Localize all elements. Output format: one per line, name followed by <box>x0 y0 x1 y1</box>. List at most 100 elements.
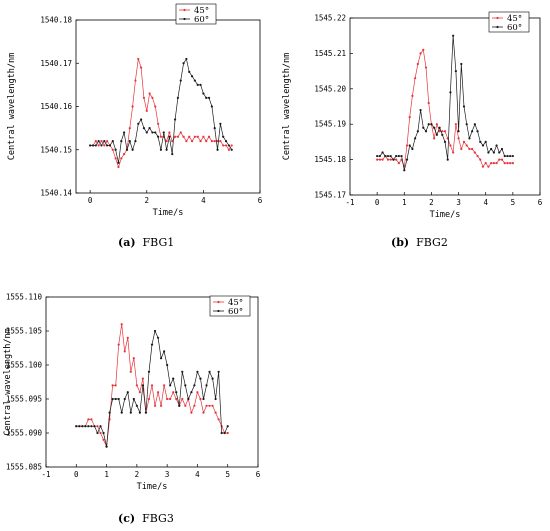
data-point <box>414 137 417 140</box>
data-point <box>389 154 392 158</box>
data-point <box>178 404 181 407</box>
data-point <box>386 154 390 158</box>
data-point <box>172 391 175 394</box>
x-tick-label: 2 <box>429 198 434 207</box>
y-tick-label: 1555.095 <box>6 395 42 404</box>
data-point <box>490 147 493 151</box>
y-tick-label: 1545.19 <box>314 120 346 129</box>
data-point <box>462 140 466 143</box>
x-tick-label: 0 <box>375 198 380 207</box>
data-point <box>216 148 219 151</box>
data-point <box>211 377 214 380</box>
data-point <box>156 336 160 339</box>
data-point <box>90 425 93 428</box>
data-point <box>159 135 163 138</box>
x-tick-label: 6 <box>256 470 261 479</box>
data-point <box>196 370 199 373</box>
data-point <box>145 131 148 134</box>
data-point <box>460 62 463 66</box>
data-point <box>476 130 479 133</box>
data-point <box>441 133 444 136</box>
data-point <box>175 397 178 401</box>
data-point <box>471 147 474 151</box>
series-line-0 <box>90 58 232 169</box>
data-point <box>120 411 123 414</box>
data-point <box>492 151 495 154</box>
data-point <box>217 418 220 421</box>
data-point <box>395 154 398 158</box>
data-point <box>193 79 196 82</box>
data-point <box>145 109 148 112</box>
data-point <box>495 162 498 165</box>
data-point <box>503 162 506 165</box>
data-point <box>384 154 387 158</box>
caption-fbg3-text: FBG3 <box>142 512 174 525</box>
data-point <box>190 411 193 414</box>
data-point <box>446 158 449 161</box>
y-tick-label: 1540.17 <box>40 59 72 68</box>
data-point <box>99 431 102 435</box>
legend-marker-0 <box>183 8 186 12</box>
data-point <box>100 140 103 143</box>
x-axis-title: Time/s <box>430 210 461 220</box>
data-point <box>219 140 222 143</box>
data-point <box>128 140 131 143</box>
data-point <box>484 140 487 143</box>
data-point <box>214 397 217 401</box>
data-point <box>135 404 138 407</box>
data-point <box>509 162 512 165</box>
y-tick-label: 1555.110 <box>6 293 43 302</box>
data-point <box>181 370 184 373</box>
legend-label-1: 60° <box>228 307 243 317</box>
data-point <box>153 404 157 407</box>
data-point <box>481 144 485 147</box>
data-point <box>126 336 129 339</box>
data-point <box>441 130 444 133</box>
data-point <box>140 118 143 121</box>
data-point <box>97 144 100 147</box>
data-point <box>159 357 163 360</box>
data-point <box>226 425 229 428</box>
data-point <box>138 411 141 414</box>
data-point <box>105 445 108 448</box>
data-point <box>222 144 225 147</box>
data-point <box>111 384 114 387</box>
y-tick-label: 1540.15 <box>40 145 72 154</box>
data-point <box>196 83 199 86</box>
legend-marker-0 <box>496 16 499 20</box>
data-point <box>78 425 81 428</box>
fbg1-chart: 0 2 4 6 1540.14 1540.15 1540.16 1540.17 1540.18 T… <box>7 3 263 218</box>
y-tick-label: 1555.105 <box>6 327 42 336</box>
data-point <box>154 131 157 134</box>
data-point <box>392 158 395 161</box>
data-point <box>199 397 202 401</box>
data-point <box>125 148 129 151</box>
caption-fbg1-label: (a) <box>118 236 136 249</box>
data-point <box>117 161 120 164</box>
data-point <box>142 96 146 99</box>
data-point <box>408 144 411 147</box>
data-point <box>449 91 452 94</box>
data-point <box>165 140 168 143</box>
x-tick-label: 3 <box>165 470 170 479</box>
data-point <box>111 140 114 143</box>
data-point <box>210 105 213 108</box>
data-point <box>213 140 216 143</box>
data-point <box>500 147 504 151</box>
data-point <box>468 147 471 151</box>
data-point <box>443 140 447 143</box>
data-point <box>132 357 135 360</box>
data-point <box>106 140 109 143</box>
x-tick-label: 4 <box>201 196 206 205</box>
data-point <box>166 363 169 367</box>
legend-marker-1 <box>183 17 186 21</box>
data-point <box>222 135 225 138</box>
data-point <box>106 144 109 147</box>
data-point <box>506 162 509 165</box>
data-point <box>179 79 182 82</box>
data-point <box>114 157 117 160</box>
data-point <box>114 148 117 151</box>
data-point <box>185 140 188 143</box>
data-point <box>202 397 205 401</box>
data-point <box>150 384 154 387</box>
